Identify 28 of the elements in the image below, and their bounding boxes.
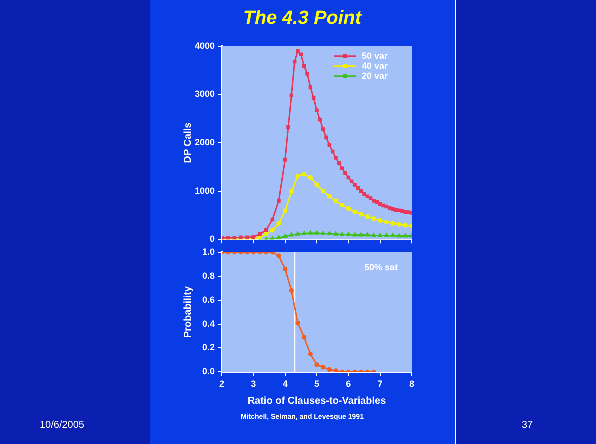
text: 37 [522,420,534,431]
x-tick-label: 4 [282,379,288,390]
x-tick-label: 3 [251,379,256,390]
legend-label: 50 var [362,50,389,61]
chart-title: The 4.3 Point [242,8,364,30]
x-tick-label: 6 [346,379,352,390]
x-tick-label: 7 [378,379,383,390]
y-tick-label: 0.4 [202,318,215,329]
y-axis-title: DP Calls [182,122,194,164]
y-tick-label: 0.8 [202,270,215,281]
y-tick-label: 0.2 [202,342,215,353]
x-axis-title: Ratio of Clauses-to-Variables [248,396,387,407]
y-axis-title: Probability [182,286,194,338]
y-tick-label: 0.0 [202,366,215,377]
y-tick-label: 2000 [194,137,215,148]
legend-label: 20 var [362,70,389,81]
legend-label: 40 var [362,60,389,71]
y-tick-label: 1000 [194,186,215,196]
y-tick-label: 0.6 [202,294,215,305]
y-tick-label: 1.0 [202,246,215,257]
ref-line-label: 50% sat [364,262,398,272]
y-tick-label: 4000 [194,40,215,51]
y-tick-label: 0 [210,234,215,244]
text: 10/6/2005 [40,420,84,431]
x-tick-label: 5 [314,379,320,390]
x-tick-label: 2 [219,379,225,390]
x-tick-label: 8 [409,379,415,390]
y-tick-label: 3000 [194,89,215,100]
